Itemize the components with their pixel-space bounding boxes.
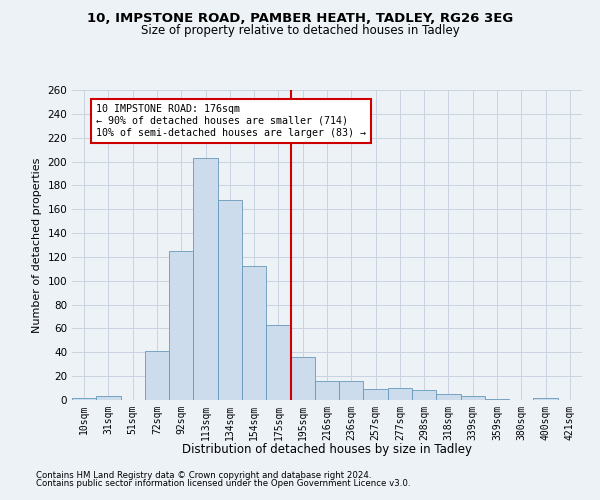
Bar (364, 390, 388, 400)
Bar (72, 398, 96, 400)
Bar (461, 396, 485, 400)
Bar (290, 357, 315, 400)
Text: Contains public sector information licensed under the Open Government Licence v3: Contains public sector information licen… (36, 478, 410, 488)
Bar (242, 266, 266, 400)
Bar (533, 398, 558, 400)
Bar (193, 158, 218, 400)
Bar (339, 381, 364, 400)
Bar (436, 394, 461, 400)
Bar (485, 399, 509, 400)
Text: Size of property relative to detached houses in Tadley: Size of property relative to detached ho… (140, 24, 460, 37)
Bar (315, 381, 339, 400)
Text: 10 IMPSTONE ROAD: 176sqm
← 90% of detached houses are smaller (714)
10% of semi-: 10 IMPSTONE ROAD: 176sqm ← 90% of detach… (96, 104, 366, 138)
Bar (412, 390, 436, 400)
Bar (266, 325, 290, 400)
Text: Contains HM Land Registry data © Crown copyright and database right 2024.: Contains HM Land Registry data © Crown c… (36, 471, 371, 480)
Bar (145, 351, 169, 400)
Bar (169, 251, 193, 400)
Bar (218, 200, 242, 400)
Y-axis label: Number of detached properties: Number of detached properties (32, 158, 42, 332)
Text: Distribution of detached houses by size in Tadley: Distribution of detached houses by size … (182, 442, 472, 456)
Bar (388, 388, 412, 400)
Bar (96, 396, 121, 400)
Text: 10, IMPSTONE ROAD, PAMBER HEATH, TADLEY, RG26 3EG: 10, IMPSTONE ROAD, PAMBER HEATH, TADLEY,… (87, 12, 513, 26)
